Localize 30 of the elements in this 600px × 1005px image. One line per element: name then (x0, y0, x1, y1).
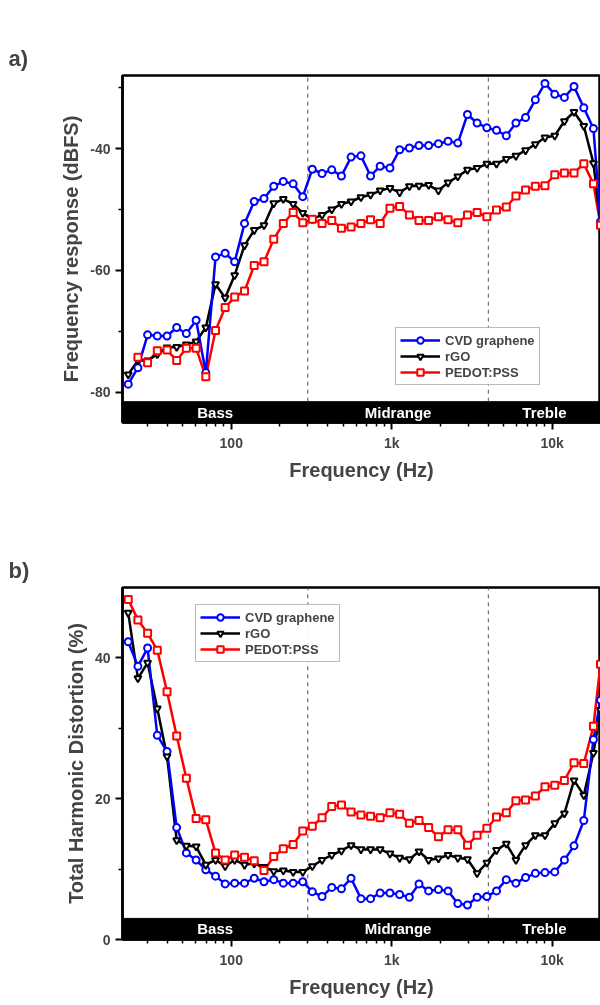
band-label: Treble (522, 403, 567, 421)
chart-title: a) (8, 45, 29, 71)
legend-label: CVD graphene (445, 332, 535, 348)
legend-label: rGO (445, 348, 471, 364)
y-tick-label: 0 (102, 931, 111, 948)
x-tick-label: 100 (219, 434, 244, 451)
x-tick-label: 1k (383, 951, 400, 968)
legend-label: PEDOT:PSS (245, 641, 319, 657)
band-label: Treble (522, 920, 567, 938)
band-label: Midrange (364, 403, 432, 421)
x-tick-label: 10k (540, 951, 565, 968)
x-axis-title: Frequency (Hz) (289, 458, 434, 481)
x-tick-label: 100 (219, 951, 244, 968)
band-label: Midrange (364, 920, 432, 938)
y-tick-label: -60 (90, 262, 111, 279)
y-tick-label: -80 (90, 384, 111, 401)
x-tick-label: 10k (540, 434, 565, 451)
y-tick-label: 40 (94, 649, 111, 666)
chart-title: b) (8, 557, 30, 583)
legend-label: rGO (245, 625, 271, 641)
y-tick-label: 20 (94, 790, 111, 807)
band-label: Bass (197, 920, 234, 938)
x-axis-title: Frequency (Hz) (289, 975, 434, 998)
x-tick-label: 1k (383, 434, 400, 451)
legend-label: PEDOT:PSS (445, 364, 519, 380)
y-tick-label: -40 (90, 140, 111, 157)
legend-label: CVD graphene (245, 609, 335, 625)
y-axis-title: Frequency response (dBFS) (60, 115, 83, 383)
y-axis-title: Total Harmonic Distortion (%) (64, 623, 87, 904)
band-label: Bass (197, 403, 234, 421)
